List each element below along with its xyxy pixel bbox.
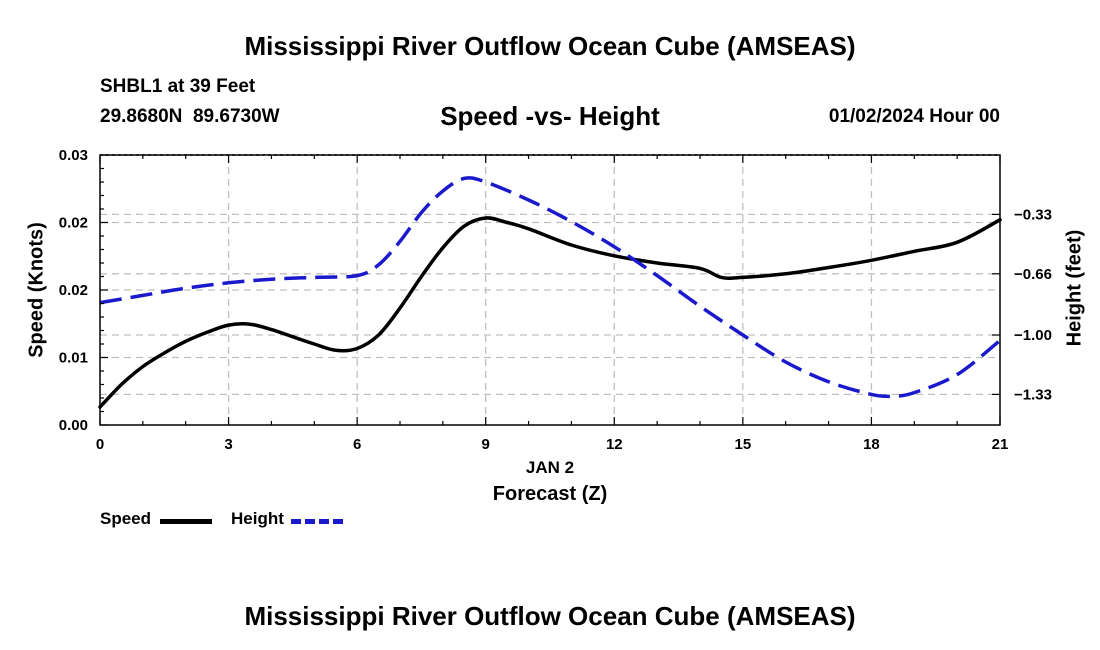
y2-tick-label: −1.33	[1014, 386, 1052, 403]
x-date-label: JAN 2	[525, 458, 575, 477]
x-tick-label: 21	[992, 436, 1009, 453]
x-tick-label: 6	[353, 436, 361, 453]
y-axis-label: Speed (Knots)	[25, 222, 48, 358]
y2-axis-label: Height (feet)	[1063, 229, 1086, 347]
legend-speed-label: Speed	[100, 509, 152, 528]
legend-height-label: Height	[231, 509, 284, 528]
y2-tick-label: −0.66	[1014, 266, 1052, 283]
y-tick-label: 0.03	[59, 147, 88, 164]
y2-tick-label: −0.33	[1014, 206, 1052, 223]
legend-speed-line	[160, 519, 212, 524]
main-title: Mississippi River Outflow Ocean Cube (AM…	[244, 31, 856, 61]
x-tick-label: 0	[96, 436, 104, 453]
height-series-line	[99, 176, 1002, 399]
legend-height-line	[291, 519, 343, 524]
forecast-date: 01/02/2024 Hour 00	[828, 106, 1000, 127]
y-tick-label: 0.02	[59, 282, 88, 299]
tick-labels: 0 3 6 9 12 15 18 21 0.00 0.01 0.02 0.02 0.03 −0.33 −0.…	[59, 147, 1052, 453]
station-label: SHBL1 at 39 Feet	[100, 76, 256, 97]
y2-tick-label: −1.00	[1014, 327, 1052, 344]
axes-frame	[99, 154, 1001, 426]
x-tick-label: 15	[735, 436, 752, 453]
grid-lines	[100, 155, 1000, 425]
series-lines	[98, 176, 1002, 409]
chart-title: Speed -vs- Height	[440, 101, 660, 131]
x-tick-label: 9	[482, 436, 490, 453]
x-axis-label: Forecast (Z)	[492, 483, 608, 505]
x-tick-label: 3	[224, 436, 232, 453]
y-tick-label: 0.02	[59, 215, 88, 232]
speed-series-line	[98, 216, 1002, 409]
y-tick-label: 0.01	[59, 350, 88, 367]
coordinates-label: 29.8680N 89.6730W	[100, 106, 280, 127]
y-tick-label: 0.00	[59, 417, 88, 434]
x-tick-label: 12	[606, 436, 623, 453]
x-tick-label: 18	[863, 436, 880, 453]
footer-title: Mississippi River Outflow Ocean Cube (AM…	[244, 601, 856, 631]
